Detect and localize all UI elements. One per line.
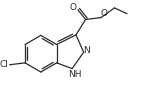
Text: O: O: [100, 9, 107, 18]
Text: Cl: Cl: [0, 60, 8, 69]
Text: NH: NH: [68, 70, 82, 79]
Text: N: N: [83, 46, 90, 55]
Text: O: O: [70, 3, 77, 12]
